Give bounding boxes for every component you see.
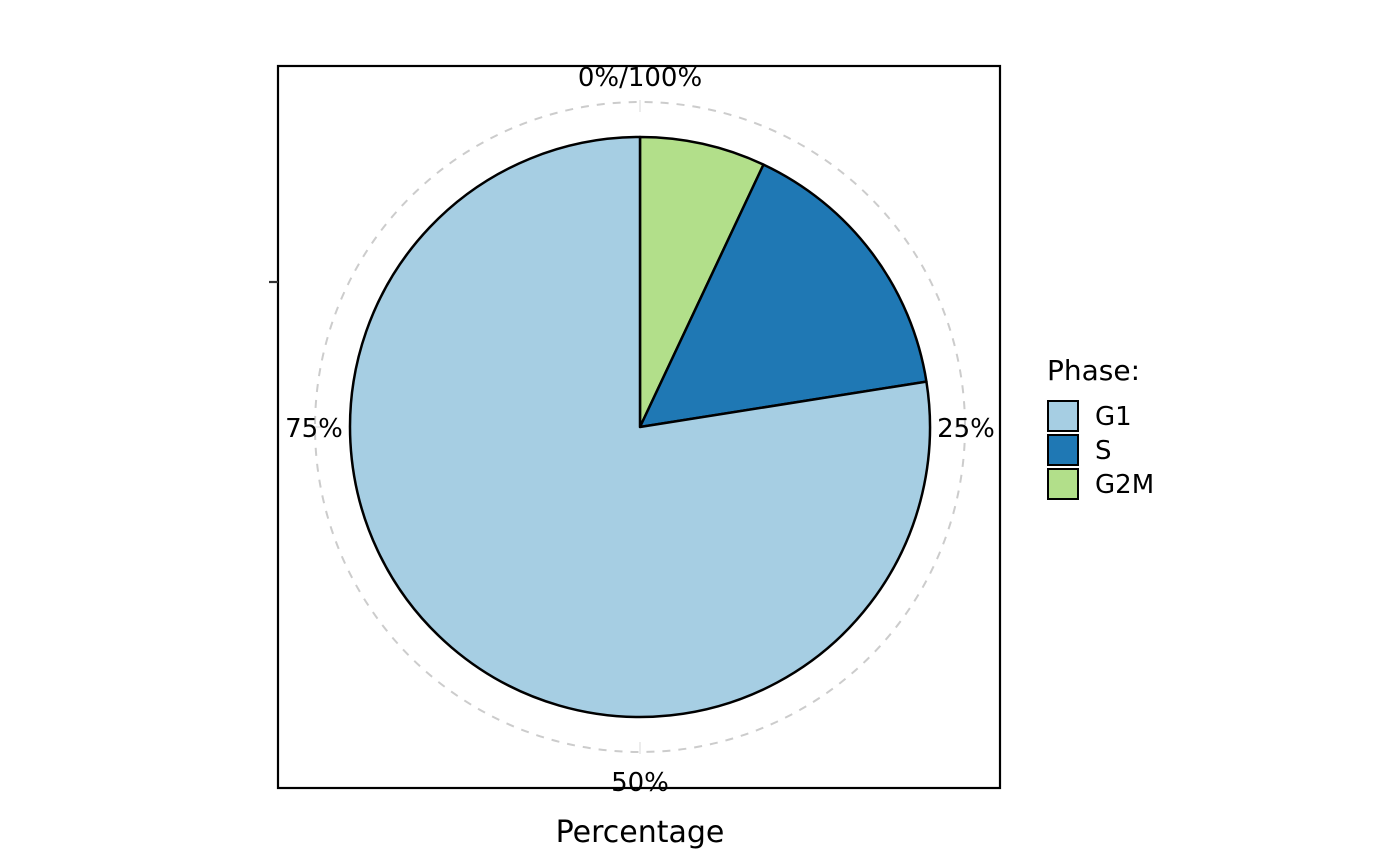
tick-label-25: 25%: [937, 414, 995, 444]
angular-tick-labels: 0%/100% 25% 50% 75%: [285, 63, 995, 798]
pie-slice-g1: [348, 135, 932, 719]
x-axis-title: Percentage: [556, 815, 725, 850]
legend-key-g2m: [1047, 468, 1079, 500]
legend-label-g1: G1: [1095, 402, 1132, 432]
pie-slice-s: [638, 163, 928, 429]
legend-title: Phase:: [1047, 354, 1140, 387]
pie-slices: [348, 135, 932, 719]
legend: Phase: G1 S G2M: [1047, 354, 1154, 500]
legend-key-g1: [1047, 400, 1079, 432]
tick-label-75: 75%: [285, 414, 343, 444]
tick-label-0: 0%/100%: [578, 63, 702, 93]
legend-key-s: [1047, 434, 1079, 466]
tick-label-50: 50%: [611, 768, 669, 798]
panel-border: [276, 64, 1002, 790]
pie-slice-g2m: [638, 135, 765, 429]
legend-label-s: S: [1095, 436, 1112, 466]
legend-label-g2m: G2M: [1095, 470, 1154, 500]
grid-spokes: [313, 100, 967, 754]
